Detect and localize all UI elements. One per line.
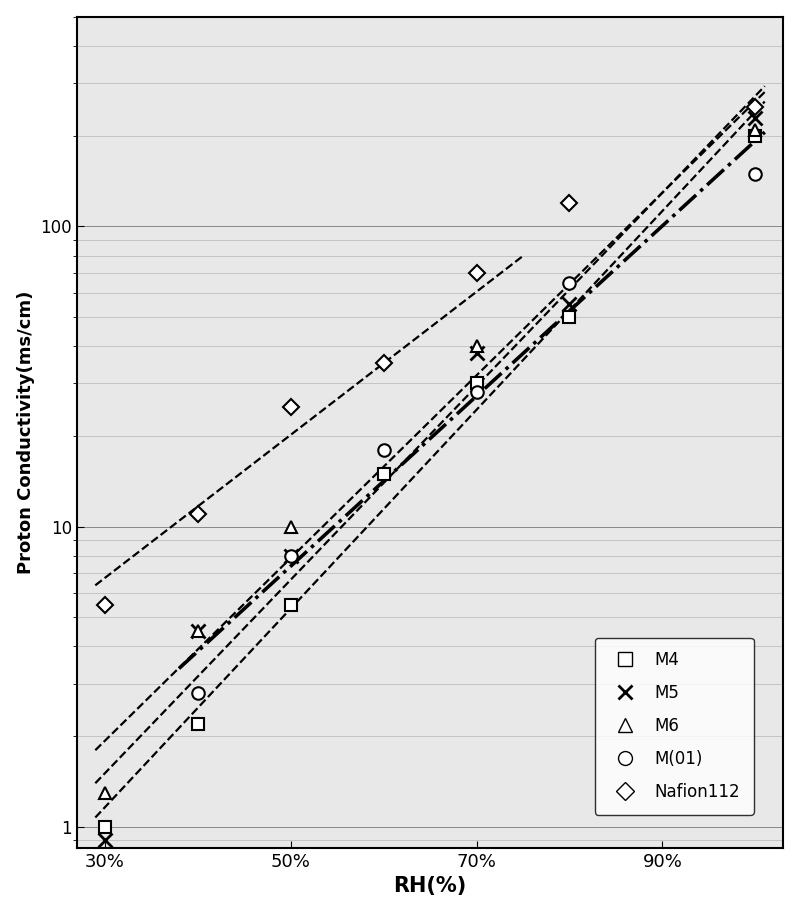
- Nafion112: [565, 197, 574, 208]
- Legend: M4, M5, M6, M(01), Nafion112: M4, M5, M6, M(01), Nafion112: [595, 638, 754, 814]
- M(01): [286, 551, 295, 561]
- X-axis label: RH(%): RH(%): [394, 876, 466, 897]
- M5: [100, 835, 110, 846]
- M4: [100, 822, 110, 833]
- M5: [565, 299, 574, 310]
- M6: [750, 124, 760, 135]
- Nafion112: [750, 101, 760, 112]
- Line: Nafion112: Nafion112: [99, 101, 761, 610]
- M6: [193, 625, 202, 636]
- Nafion112: [286, 402, 295, 413]
- M5: [286, 551, 295, 561]
- M(01): [472, 387, 482, 398]
- M4: [472, 378, 482, 389]
- Y-axis label: Proton Conductivity(ms/cm): Proton Conductivity(ms/cm): [17, 290, 34, 574]
- M(01): [378, 445, 388, 456]
- M5: [750, 112, 760, 123]
- M4: [565, 311, 574, 322]
- M(01): [750, 168, 760, 179]
- Line: M(01): M(01): [191, 167, 762, 698]
- M6: [472, 341, 482, 352]
- Nafion112: [472, 268, 482, 278]
- M(01): [193, 687, 202, 698]
- Line: M4: M4: [98, 130, 762, 833]
- Nafion112: [378, 358, 388, 369]
- M6: [100, 787, 110, 798]
- M(01): [565, 278, 574, 289]
- Line: M6: M6: [98, 123, 762, 799]
- M5: [472, 347, 482, 358]
- Nafion112: [193, 509, 202, 519]
- M4: [750, 131, 760, 142]
- M4: [286, 599, 295, 610]
- M4: [378, 468, 388, 479]
- M5: [193, 625, 202, 636]
- M6: [286, 521, 295, 532]
- M4: [193, 719, 202, 729]
- Nafion112: [100, 599, 110, 610]
- Line: M5: M5: [98, 111, 762, 847]
